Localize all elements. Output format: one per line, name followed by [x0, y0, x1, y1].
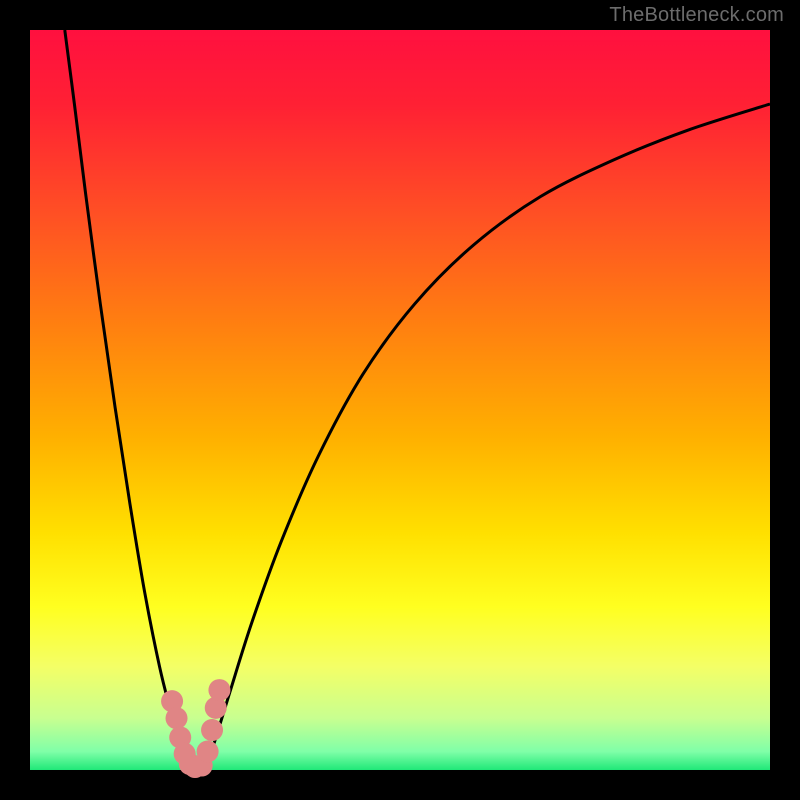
- marker-dot: [201, 719, 223, 741]
- marker-dot: [197, 741, 219, 763]
- marker-dot: [166, 707, 188, 729]
- marker-dot: [208, 679, 230, 701]
- watermark-label: TheBottleneck.com: [609, 4, 784, 27]
- bottleneck-chart: [0, 0, 800, 800]
- chart-frame: TheBottleneck.com: [0, 0, 800, 800]
